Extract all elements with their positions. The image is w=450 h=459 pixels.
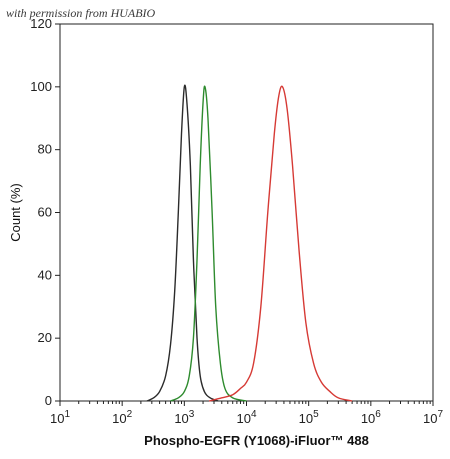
y-tick-label: 80 (38, 142, 52, 157)
histogram-series-2 (170, 85, 247, 402)
y-tick-label: 40 (38, 267, 52, 282)
y-tick-label: 60 (38, 205, 52, 220)
y-tick-label: 0 (45, 393, 52, 408)
y-axis-title: Count (%) (8, 183, 23, 242)
x-tick-label: 103 (174, 409, 194, 426)
plot-frame (59, 23, 434, 402)
x-tick-label: 102 (112, 409, 132, 426)
histogram-series-1 (146, 84, 219, 402)
y-tick-label: 100 (30, 79, 52, 94)
y-tick-label: 20 (38, 330, 52, 345)
x-tick-label: 104 (236, 409, 256, 426)
x-tick-label: 106 (361, 409, 381, 426)
x-tick-label: 107 (423, 409, 443, 426)
y-tick-label: 120 (30, 16, 52, 31)
x-tick-label: 105 (299, 409, 319, 426)
x-tick-label: 101 (50, 409, 70, 426)
x-axis-title: Phospho-EGFR (Y1068)-iFluor™ 488 (144, 433, 369, 448)
histogram-series-3 (208, 85, 353, 402)
watermark-text: with permission from HUABIO (6, 6, 156, 20)
